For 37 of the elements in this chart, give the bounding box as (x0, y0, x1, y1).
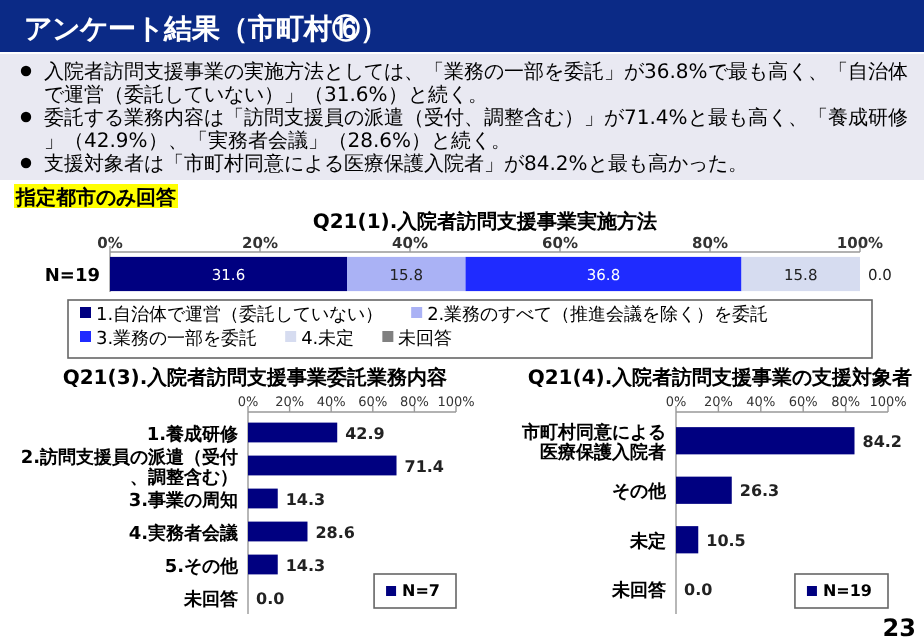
chart-title: Q21(1).入院者訪問支援事業実施方法 (312, 210, 658, 234)
data-label: 84.2 (862, 432, 902, 451)
data-label: 14.3 (285, 556, 326, 575)
y-tick-label: 未定 (628, 530, 666, 553)
legend-label: 4.未定 (301, 328, 355, 350)
data-label: 10.5 (706, 531, 747, 550)
data-label: 0.0 (256, 589, 286, 608)
y-tick-label: 5.その他 (164, 555, 240, 578)
text: 入院者訪問支援事業の実施方法としては、「業務の一部を委託」が36.8%で最も高く、「自治体で運営（委託していない）」（31.6%）と続く。 (44, 60, 908, 107)
legend: N=7 (373, 573, 457, 609)
legend-label: N=7 (402, 582, 441, 600)
y-tick-label: 市町村同意による医療保護入院者 (520, 421, 666, 464)
legend-label: 2.業務のすべて（推進会議を除く）を委託 (427, 304, 769, 326)
chart-title: Q21(4).入院者訪問支援事業の支援対象者 (527, 366, 913, 390)
data-label: 42.9 (345, 424, 386, 443)
y-tick-label: 未回答 (610, 580, 668, 603)
y-tick-label: その他 (612, 481, 668, 504)
legend-label: N=19 (822, 582, 873, 600)
y-tick-label: 未回答 (182, 588, 240, 611)
text: アンケート結果（市町村⑯） (24, 12, 388, 46)
chart-title: Q21(3).入院者訪問支援事業委託業務内容 (62, 366, 448, 390)
data-label: 26.3 (739, 482, 780, 501)
legend: N=19 (794, 573, 889, 609)
legend-label: 1.自治体で運営（委託していない） (96, 304, 384, 326)
legend-label: 未回答 (398, 328, 453, 350)
text: 支援対象者は「市町村同意による医療保護入院者」が84.2%と最も高かった。 (44, 152, 748, 176)
data-label: 0.0 (684, 581, 714, 600)
text: 委託する業務内容は「訪問支援員の派遣（受付、調整含む）」が71.4%と最も高く、「養成研修」（42.9%）、「実務者会議」（28.6%）と続く。 (44, 106, 908, 153)
legend-label: 3.業務の一部を委託 (96, 328, 258, 350)
y-tick-label: 3.事業の周知 (128, 489, 238, 512)
data-label: 28.6 (315, 523, 356, 542)
annotation: 23 (882, 614, 916, 640)
data-label: 71.4 (404, 457, 445, 476)
y-tick-label: 4.実務者会議 (128, 522, 238, 545)
data-label: 14.3 (285, 490, 326, 509)
y-tick-label: 1.養成研修 (146, 423, 240, 446)
y-tick-label: 2.訪問支援員の派遣（受付、調整含む） (20, 446, 238, 489)
